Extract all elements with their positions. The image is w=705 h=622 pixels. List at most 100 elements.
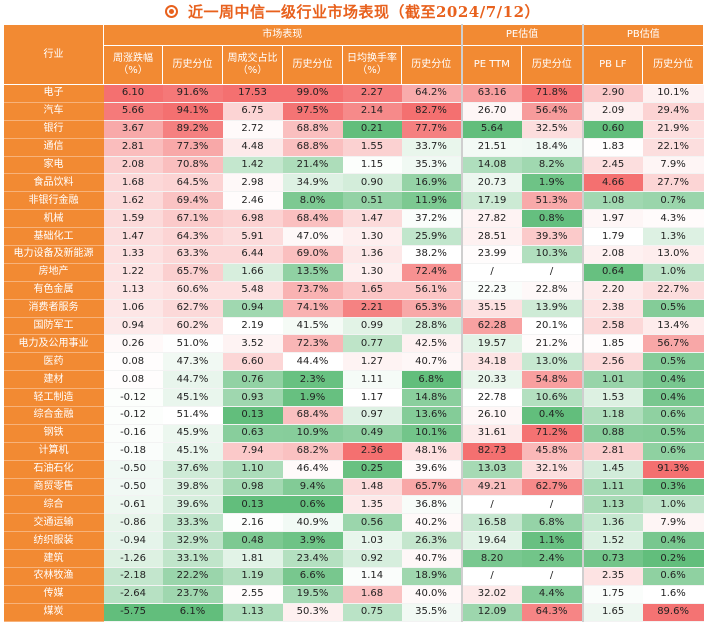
value-cell: 13.5% bbox=[282, 263, 343, 282]
value-cell: 28.51 bbox=[460, 227, 522, 247]
header-group-pe: PE估值 bbox=[460, 24, 584, 46]
value-cell: 0.99 bbox=[342, 317, 402, 336]
value-cell: 40.7% bbox=[401, 549, 462, 569]
table-row: 煤炭 -5.75 6.1% 1.13 50.3% 0.75 35.5% 12.09 64.3% 1… bbox=[3, 603, 704, 622]
value-cell: 13.03 bbox=[460, 460, 522, 479]
value-cell: 40.0% bbox=[401, 585, 462, 604]
table-row: 非银行金融 1.62 69.4% 2.46 8.0% 0.51 11.9% 17.19 51.3… bbox=[3, 191, 704, 211]
value-cell: -5.75 bbox=[103, 603, 163, 622]
value-cell: 33.3% bbox=[162, 513, 223, 533]
industry-name-cell: 家电 bbox=[3, 156, 104, 175]
value-cell: 62.7% bbox=[521, 478, 583, 497]
value-cell: 8.0% bbox=[282, 191, 343, 211]
value-cell: 26.70 bbox=[460, 102, 522, 121]
value-cell: 51.3% bbox=[521, 191, 583, 211]
table-row: 基础化工 1.47 64.3% 5.91 47.0% 1.30 25.9% 28.51 39.3… bbox=[3, 227, 704, 247]
value-cell: 99.0% bbox=[282, 84, 343, 103]
value-cell: 8.2% bbox=[521, 156, 583, 175]
value-cell: 10.1% bbox=[642, 84, 704, 103]
value-cell: 1.17 bbox=[342, 388, 402, 408]
value-cell: 91.3% bbox=[642, 460, 704, 479]
value-cell: 4.4% bbox=[521, 585, 583, 604]
value-cell: -2.18 bbox=[103, 567, 163, 586]
value-cell: 45.1% bbox=[162, 388, 223, 408]
value-cell: -0.12 bbox=[103, 388, 163, 408]
value-cell: 0.21 bbox=[342, 120, 402, 139]
table-row: 国防军工 0.94 60.2% 2.19 41.5% 0.99 28.8% 62.28 20.1… bbox=[3, 317, 704, 336]
value-cell: / bbox=[460, 495, 522, 515]
value-cell: -0.50 bbox=[103, 478, 163, 497]
value-cell: 19.64 bbox=[460, 531, 522, 551]
value-cell: 1.65 bbox=[342, 281, 402, 300]
value-cell: 5.91 bbox=[222, 227, 283, 247]
value-cell: 21.4% bbox=[282, 156, 343, 175]
value-cell: 12.09 bbox=[460, 603, 522, 622]
table-row: 传媒 -2.64 23.7% 2.55 19.5% 1.68 40.0% 32.02 4.4% 1… bbox=[3, 585, 704, 604]
value-cell: 54.8% bbox=[521, 370, 583, 390]
value-cell: 0.60 bbox=[581, 120, 643, 139]
value-cell: 63.16 bbox=[460, 84, 522, 103]
value-cell: 1.81 bbox=[222, 549, 283, 569]
industry-name-cell: 电力设备及新能源 bbox=[3, 245, 104, 264]
value-cell: 32.02 bbox=[460, 585, 522, 604]
value-cell: 6.8% bbox=[401, 370, 462, 390]
value-cell: 10.6% bbox=[521, 388, 583, 408]
value-cell: 19.57 bbox=[460, 334, 522, 354]
value-cell: 1.75 bbox=[581, 585, 643, 604]
value-cell: 67.1% bbox=[162, 209, 223, 229]
value-cell: 22.23 bbox=[460, 281, 522, 300]
value-cell: 13.9% bbox=[521, 299, 583, 318]
table-row: 电力及公用事业 0.26 51.0% 3.52 72.3% 0.77 42.5% 19.57 2… bbox=[3, 334, 704, 354]
value-cell: 6.98 bbox=[222, 209, 283, 229]
value-cell: 47.3% bbox=[162, 352, 223, 372]
value-cell: 0.49 bbox=[342, 424, 402, 443]
value-cell: -0.18 bbox=[103, 442, 163, 461]
header-group-market: 市场表现 bbox=[102, 24, 463, 46]
value-cell: 3.67 bbox=[103, 120, 163, 139]
value-cell: 20.73 bbox=[460, 173, 522, 193]
industry-name-cell: 银行 bbox=[3, 120, 104, 139]
value-cell: 0.5% bbox=[642, 424, 704, 443]
industry-name-cell: 消费者服务 bbox=[3, 299, 104, 318]
table-row: 商贸零售 -0.50 39.8% 0.98 9.4% 1.48 65.7% 49.21 62.7… bbox=[3, 478, 704, 497]
value-cell: 71.2% bbox=[521, 424, 583, 443]
value-cell: 48.1% bbox=[401, 442, 462, 461]
value-cell: 1.19 bbox=[222, 567, 283, 586]
value-cell: 41.5% bbox=[282, 317, 343, 336]
value-cell: 4.3% bbox=[642, 209, 704, 229]
value-cell: 2.16 bbox=[222, 513, 283, 533]
value-cell: 6.44 bbox=[222, 245, 283, 264]
header-group-pb: PB估值 bbox=[581, 24, 705, 46]
value-cell: 0.4% bbox=[521, 406, 583, 425]
value-cell: 0.77 bbox=[342, 334, 402, 354]
value-cell: 1.53 bbox=[581, 388, 643, 408]
col-header-pe-pct: 历史分位 bbox=[521, 45, 584, 85]
target-icon bbox=[164, 4, 178, 18]
value-cell: 2.38 bbox=[581, 299, 643, 318]
value-cell: 40.2% bbox=[401, 513, 462, 533]
industry-table: 行业 市场表现 PE估值 PB估值 周涨跌幅（%） 历史分位 周成交占比（%） … bbox=[3, 24, 705, 622]
value-cell: -0.94 bbox=[103, 531, 163, 551]
table-row: 电力设备及新能源 1.33 63.3% 6.44 69.0% 1.36 38.2% 23.99… bbox=[3, 245, 704, 264]
value-cell: 23.4% bbox=[282, 549, 343, 569]
value-cell: 0.64 bbox=[581, 263, 643, 282]
value-cell: 10.9% bbox=[282, 424, 343, 443]
value-cell: 0.4% bbox=[642, 370, 704, 390]
value-cell: 18.4% bbox=[521, 138, 583, 157]
value-cell: 1.9% bbox=[282, 388, 343, 408]
value-cell: 1.85 bbox=[581, 334, 643, 354]
value-cell: 0.6% bbox=[282, 495, 343, 515]
table-row: 钢铁 -0.16 45.9% 0.63 10.9% 0.49 10.1% 31.61 71.2%… bbox=[3, 424, 704, 443]
value-cell: 1.65 bbox=[581, 603, 643, 622]
value-cell: 20.33 bbox=[460, 370, 522, 390]
value-cell: 26.3% bbox=[401, 531, 462, 551]
value-cell: 35.5% bbox=[401, 603, 462, 622]
value-cell: 22.1% bbox=[642, 138, 704, 157]
value-cell: 22.78 bbox=[460, 388, 522, 408]
value-cell: 21.51 bbox=[460, 138, 522, 157]
value-cell: 1.97 bbox=[581, 209, 643, 229]
value-cell: 5.66 bbox=[103, 102, 163, 121]
table-row: 建筑 -1.26 33.1% 1.81 23.4% 0.92 40.7% 8.20 2.4% 0.… bbox=[3, 549, 704, 569]
value-cell: 6.1% bbox=[162, 603, 223, 622]
industry-name-cell: 医药 bbox=[3, 352, 104, 372]
